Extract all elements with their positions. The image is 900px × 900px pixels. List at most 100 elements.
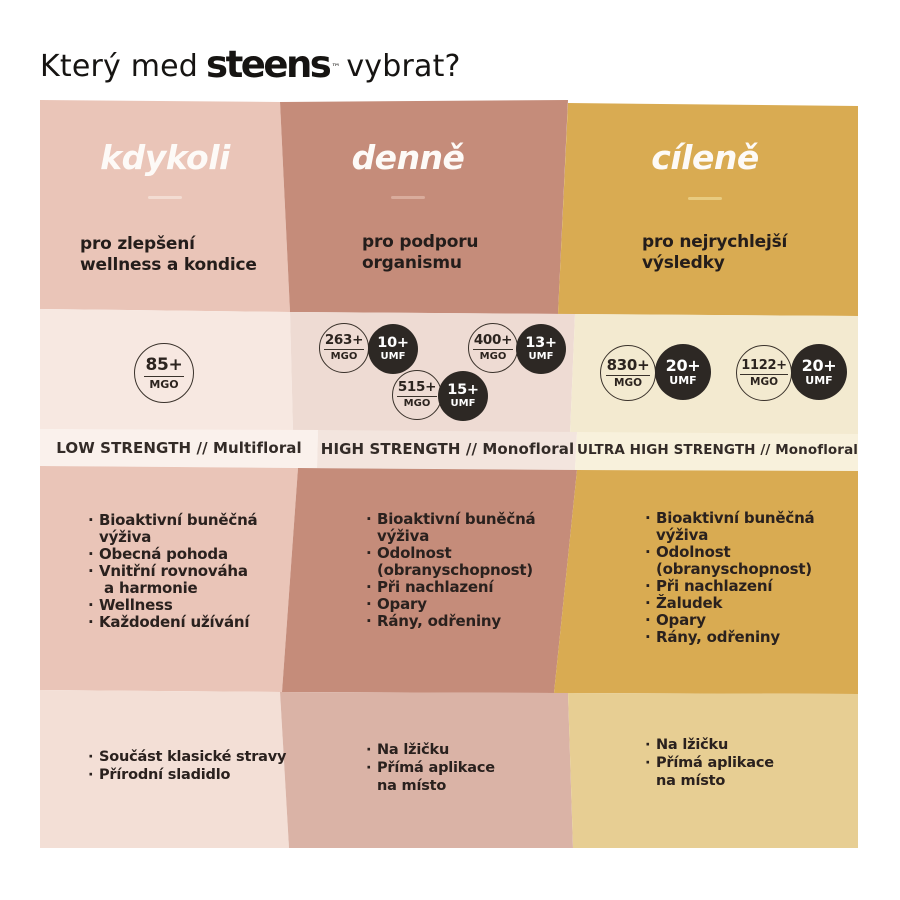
umf-badge: 20+ UMF bbox=[655, 344, 711, 400]
comparison-board: kdykoli denně cíleně pro zlepšení wellne… bbox=[40, 100, 858, 848]
list-item-text: Přírodní sladidlo bbox=[99, 767, 231, 783]
mgo-badge: 830+ MGO bbox=[600, 345, 656, 401]
mgo-badge: 85+ MGO bbox=[134, 343, 194, 403]
list-item-text: Opary bbox=[377, 595, 427, 613]
umf-unit: UMF bbox=[805, 374, 833, 387]
mgo-value: 400+ bbox=[472, 333, 514, 351]
bullet-dot: · bbox=[88, 767, 94, 783]
list-item-text: Při nachlazení bbox=[656, 577, 773, 595]
panel-denne-benefits bbox=[282, 468, 577, 693]
bullet-dot: · bbox=[645, 594, 651, 612]
mgo-unit: MGO bbox=[750, 375, 778, 388]
list-item: · Přímá aplikace na místo bbox=[645, 754, 855, 790]
panel-denne-usage bbox=[280, 692, 573, 848]
list-item-text: Obecná pohoda bbox=[99, 545, 228, 563]
mgo-unit: MGO bbox=[330, 351, 358, 363]
list-item-text: Bioaktivní buněčná výživa bbox=[656, 509, 815, 544]
panel-kdykoli-header bbox=[40, 100, 290, 312]
bullet-dot: · bbox=[366, 510, 372, 528]
panel-kdykoli-strength bbox=[40, 429, 318, 468]
bullet-dot: · bbox=[645, 737, 651, 753]
header-underline-dash bbox=[148, 196, 182, 199]
umf-badge: 15+ UMF bbox=[438, 371, 488, 421]
list-item: · Každodení užívání bbox=[88, 614, 298, 631]
mgo-value: 85+ bbox=[144, 354, 184, 377]
bullet-dot: · bbox=[645, 755, 651, 771]
bullet-dot: · bbox=[645, 577, 651, 595]
bullet-dot: · bbox=[88, 613, 94, 631]
column-subtitle: pro zlepšení wellness a kondice bbox=[80, 234, 257, 275]
benefits-list-kdykoli: · Bioaktivní buněčná výživa · Obecná pohoda… bbox=[88, 512, 298, 631]
mgo-unit: MGO bbox=[403, 398, 431, 410]
strength-label: LOW STRENGTH // Multifloral bbox=[56, 439, 302, 457]
list-item: · Při nachlazení bbox=[366, 579, 576, 596]
bullet-dot: · bbox=[645, 628, 651, 646]
bullet-dot: · bbox=[366, 760, 372, 776]
column-header-kdykoli: kdykoli bbox=[100, 137, 230, 177]
list-item: · Přírodní sladidlo bbox=[88, 766, 308, 784]
list-item: · Rány, odřeniny bbox=[645, 629, 855, 646]
list-item: · Wellness bbox=[88, 597, 298, 614]
usage-list-denne: · Na lžičku · Přímá aplikace na místo bbox=[366, 741, 576, 795]
panel-kdykoli-benefits bbox=[40, 466, 298, 692]
umf-badge: 20+ UMF bbox=[791, 344, 847, 400]
column-subtitle: pro nejrychlejší výsledky bbox=[642, 232, 788, 273]
mgo-value: 830+ bbox=[605, 355, 651, 376]
bullet-dot: · bbox=[645, 611, 651, 629]
umf-unit: UMF bbox=[669, 374, 697, 387]
list-item-text: Žaludek bbox=[656, 594, 723, 612]
bullet-dot: · bbox=[645, 509, 651, 527]
page-title: Který med steens ™ vybrat? bbox=[40, 42, 461, 86]
list-item: · Na lžičku bbox=[366, 741, 576, 759]
umf-badge: 13+ UMF bbox=[516, 324, 566, 374]
umf-value: 13+ bbox=[525, 335, 557, 352]
usage-list-cilene: · Na lžičku · Přímá aplikace na místo bbox=[645, 736, 855, 790]
trademark-mark: ™ bbox=[331, 62, 341, 73]
umf-value: 15+ bbox=[447, 382, 479, 399]
list-item-text: Bioaktivní buněčná výživa bbox=[99, 511, 258, 546]
list-item: · Obecná pohoda bbox=[88, 546, 298, 563]
mgo-unit: MGO bbox=[149, 377, 179, 391]
list-item: · Žaludek bbox=[645, 595, 855, 612]
title-prefix: Který med bbox=[40, 49, 199, 84]
list-item: · Na lžičku bbox=[645, 736, 855, 754]
strength-label: ULTRA HIGH STRENGTH // Monofloral bbox=[577, 442, 859, 458]
list-item: · Opary bbox=[366, 596, 576, 613]
mgo-badge: 1122+ MGO bbox=[736, 345, 792, 401]
bullet-dot: · bbox=[366, 595, 372, 613]
title-suffix: vybrat? bbox=[346, 49, 461, 84]
list-item: · Vnitřní rovnováha a harmonie bbox=[88, 563, 298, 597]
mgo-badge: 400+ MGO bbox=[468, 323, 518, 373]
mgo-unit: MGO bbox=[614, 376, 642, 389]
list-item-text: Přímá aplikace na místo bbox=[377, 760, 495, 794]
bullet-dot: · bbox=[88, 596, 94, 614]
mgo-value: 263+ bbox=[323, 333, 365, 351]
list-item: · Bioaktivní buněčná výživa bbox=[366, 511, 576, 545]
panel-kdykoli-usage bbox=[40, 690, 289, 848]
list-item-text: Při nachlazení bbox=[377, 578, 494, 596]
list-item-text: Na lžičku bbox=[656, 737, 729, 753]
mgo-badge: 515+ MGO bbox=[392, 370, 442, 420]
panel-cilene-strength bbox=[575, 432, 858, 471]
umf-unit: UMF bbox=[380, 350, 406, 362]
list-item: · Odolnost (obranyschopnost) bbox=[645, 544, 855, 578]
bullet-dot: · bbox=[645, 543, 651, 561]
list-item-text: Opary bbox=[656, 611, 706, 629]
panel-cilene-header bbox=[558, 103, 858, 316]
list-item: · Přímá aplikace na místo bbox=[366, 759, 576, 795]
usage-list-kdykoli: · Součást klasické stravy · Přírodní sladid… bbox=[88, 748, 308, 784]
column-header-cilene: cíleně bbox=[651, 137, 759, 177]
mgo-unit: MGO bbox=[479, 351, 507, 363]
header-underline-dash bbox=[391, 196, 425, 199]
list-item: · Odolnost (obranyschopnost) bbox=[366, 545, 576, 579]
umf-value: 20+ bbox=[665, 356, 701, 375]
mgo-value: 515+ bbox=[396, 380, 438, 398]
column-header-denne: denně bbox=[351, 137, 465, 177]
mgo-value: 1122+ bbox=[740, 357, 788, 375]
bullet-dot: · bbox=[88, 749, 94, 765]
list-item: · Při nachlazení bbox=[645, 578, 855, 595]
list-item-text: Součást klasické stravy bbox=[99, 749, 287, 765]
panel-denne-header bbox=[280, 100, 568, 314]
panel-denne-strength bbox=[317, 430, 577, 470]
mgo-badge: 263+ MGO bbox=[319, 323, 369, 373]
